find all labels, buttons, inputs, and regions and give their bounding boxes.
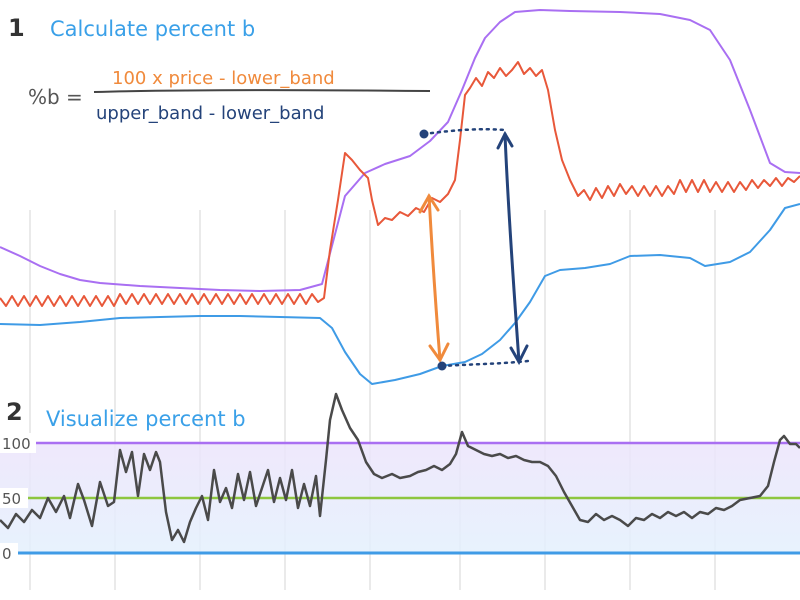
formula-numerator: 100 x price - lower_band [112,68,335,89]
tick-label-bg-50 [0,488,28,508]
lower-band-point [437,361,447,371]
upper-band-point [419,129,429,139]
tick-label-100: 100 [2,435,31,453]
section-2-number: 2 [6,398,23,426]
denominator-arrow [496,130,529,366]
section-1-number: 1 [8,14,25,42]
section-1-title: Calculate percent b [50,17,255,41]
numerator-arrow-shaft [427,194,442,362]
tick-label-bg-0 [0,543,18,563]
lower-band-line [0,203,800,385]
numerator-arrow-head-bottom [428,342,450,363]
upper-dotted-connector [422,127,507,136]
upper-band-line [0,9,800,292]
formula-denominator: upper_band - lower_band [96,103,324,124]
tick-label-50: 50 [2,490,21,508]
formula-lhs: %b = [28,85,83,109]
fraction-bar [93,89,431,93]
section-2-title: Visualize percent b [46,407,246,431]
lower-dotted-connector [440,359,530,368]
numerator-arrow [418,193,450,363]
numerator-arrow-head-top [418,193,440,214]
percent-b-line [0,392,800,544]
denominator-arrow-head-top [496,130,514,150]
price-line [0,61,800,307]
tick-label-bg-100 [0,433,36,453]
vertical-grid [29,210,716,590]
denominator-arrow-shaft [503,132,521,364]
tick-label-0: 0 [2,545,12,563]
